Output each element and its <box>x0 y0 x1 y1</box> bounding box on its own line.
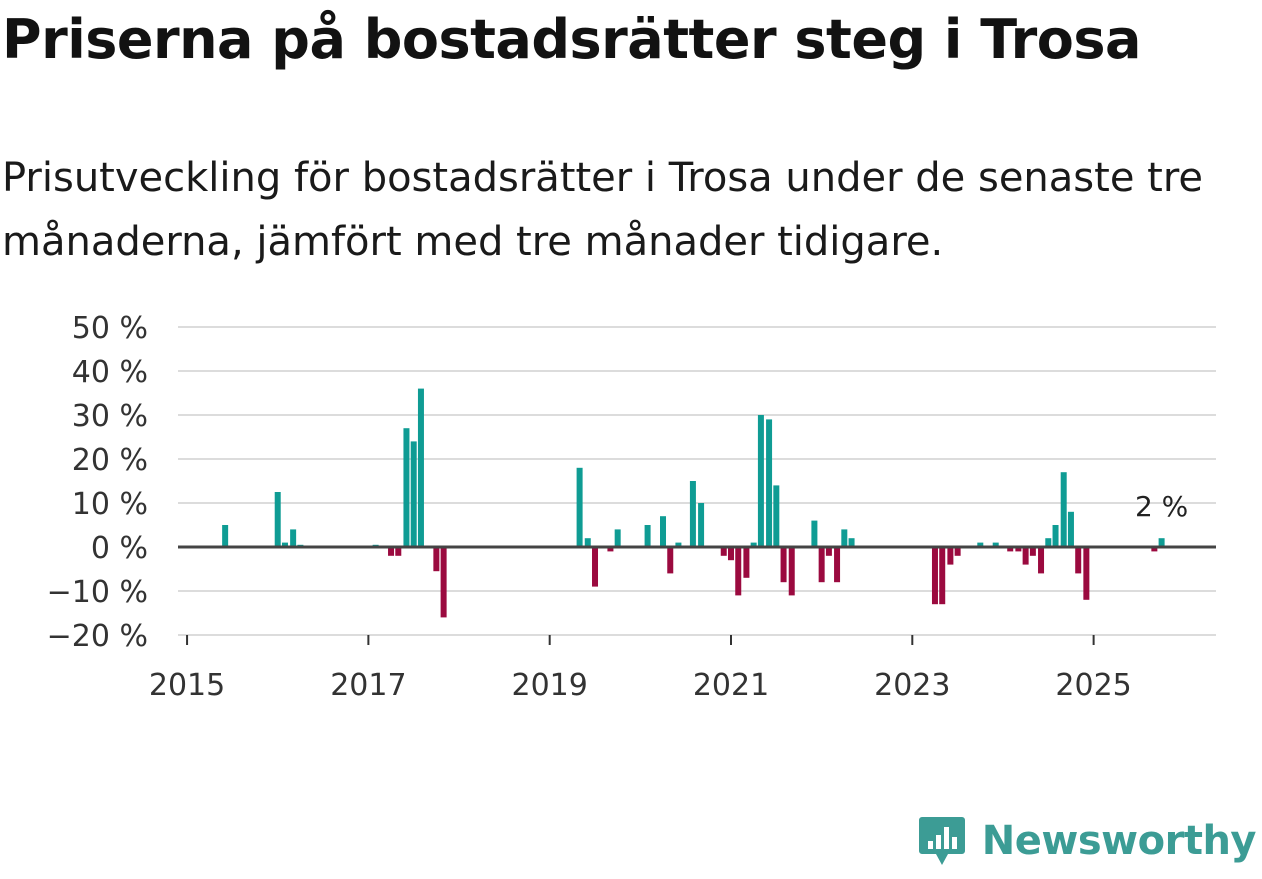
gridlines <box>178 326 1216 636</box>
bar <box>727 547 734 561</box>
bar <box>841 529 848 547</box>
x-tick-label: 2025 <box>1055 668 1131 703</box>
y-tick-label: 10 % <box>72 487 148 522</box>
bar <box>417 388 424 547</box>
bar <box>644 525 651 547</box>
bar <box>825 547 832 556</box>
y-tick-label: 20 % <box>72 443 148 478</box>
bar <box>395 547 402 556</box>
bar <box>1007 547 1014 552</box>
bar <box>977 542 984 547</box>
bar <box>592 547 599 587</box>
bar <box>667 547 674 574</box>
bar <box>1045 538 1052 547</box>
x-tick-label: 2021 <box>693 668 769 703</box>
bar <box>947 547 954 565</box>
chart-subtitle: Prisutveckling för bostadsrätter i Trosa… <box>2 155 1203 265</box>
bar <box>614 529 621 547</box>
bar <box>750 542 757 547</box>
last-value-label: 2 % <box>1135 490 1188 523</box>
bar <box>274 492 281 547</box>
bar <box>834 547 841 583</box>
bar <box>675 542 682 547</box>
bar <box>788 547 795 596</box>
bar <box>410 441 417 547</box>
bar <box>1158 538 1165 547</box>
annotations: 2 % <box>1135 490 1188 523</box>
x-tick-label: 2019 <box>512 668 588 703</box>
bar <box>735 547 742 596</box>
bar <box>440 547 447 618</box>
bar <box>1015 547 1022 552</box>
bar <box>848 538 855 547</box>
bar <box>388 547 395 556</box>
bar <box>433 547 440 572</box>
bar <box>818 547 825 583</box>
bar <box>766 419 773 547</box>
bar <box>281 542 288 547</box>
bar <box>1067 511 1074 547</box>
bar <box>607 547 614 552</box>
y-tick-label: 0 % <box>91 531 148 566</box>
bars <box>222 388 1165 618</box>
bar <box>222 525 229 547</box>
bar <box>931 547 938 605</box>
bar <box>1022 547 1029 565</box>
bar <box>290 529 297 547</box>
bar <box>743 547 750 578</box>
bar-chart: 50 %40 %30 %20 %10 %0 %−10 %−20 % 2015 20… <box>47 311 1216 703</box>
y-tick-label: −20 % <box>47 619 148 654</box>
bar <box>1052 525 1059 547</box>
bar <box>660 516 667 547</box>
bar <box>720 547 727 556</box>
bar <box>1083 547 1090 600</box>
bar <box>773 485 780 547</box>
bar <box>1060 472 1067 547</box>
bar <box>584 538 591 547</box>
bar <box>1029 547 1036 556</box>
bar <box>1075 547 1082 574</box>
bar <box>1151 547 1158 552</box>
bar <box>757 415 764 547</box>
bar-chart-speech-bubble-icon <box>918 817 965 865</box>
y-tick-label: −10 % <box>47 575 148 610</box>
bar <box>780 547 787 583</box>
bar <box>689 481 696 547</box>
bar <box>939 547 946 605</box>
x-tick-label: 2023 <box>874 668 950 703</box>
y-axis: 50 % 40 % 30 % 20 % 10 % 0 % −10 % −20 % <box>47 311 148 654</box>
brand-name: Newsworthy <box>981 818 1257 864</box>
bar <box>698 503 705 547</box>
bar <box>954 547 961 556</box>
bar <box>576 467 583 547</box>
bar <box>1038 547 1045 574</box>
x-tick-label: 2015 <box>149 668 225 703</box>
y-tick-label: 30 % <box>72 399 148 434</box>
newsworthy-brand: Newsworthy <box>918 815 1257 867</box>
bar <box>811 520 818 547</box>
chart-title: Priserna på bostadsrätter steg i Trosa <box>2 8 1141 71</box>
x-axis: 2015 2017 2019 2021 2023 2025 <box>149 635 1132 703</box>
bar <box>403 428 410 547</box>
x-tick-label: 2017 <box>330 668 406 703</box>
y-tick-label: 40 % <box>72 355 148 390</box>
y-tick-label: 50 % <box>72 311 148 346</box>
bar <box>992 542 999 547</box>
